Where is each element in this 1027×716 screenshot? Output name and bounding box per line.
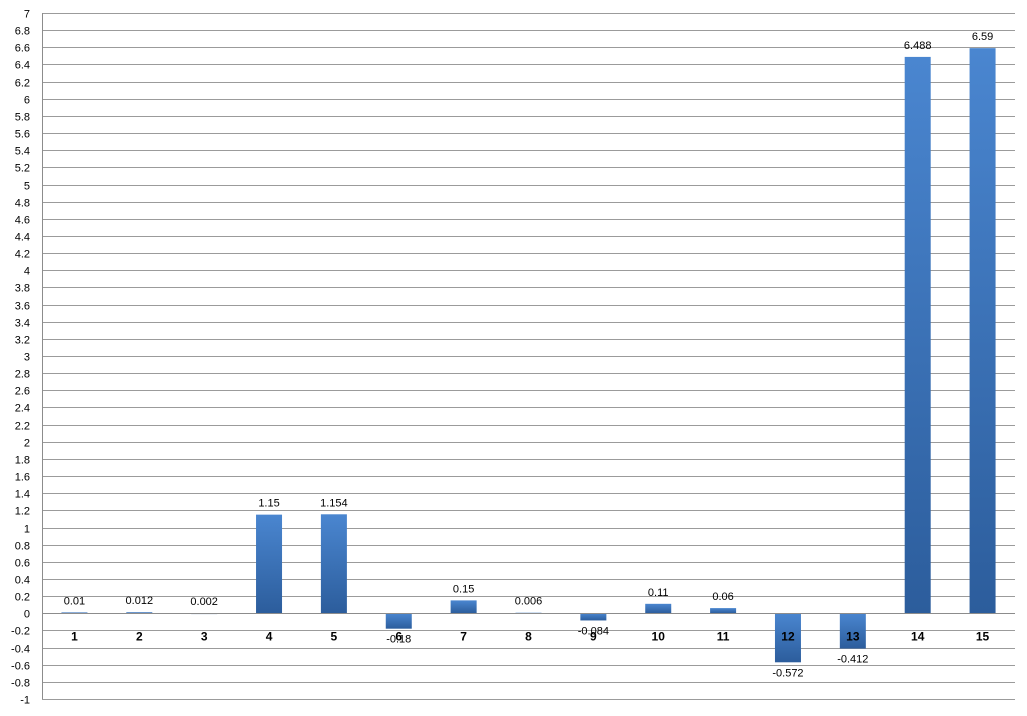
y-tick-label: 1.2: [15, 506, 30, 518]
bar: [904, 56, 931, 614]
y-tick-label: 6.6: [15, 43, 30, 55]
data-label: 0.006: [515, 596, 543, 608]
y-tick-label: 0.2: [15, 592, 30, 604]
data-label: 0.06: [712, 591, 733, 603]
y-tick-label: 4.4: [15, 232, 30, 244]
y-tick-label: 2.4: [15, 403, 30, 415]
axes: [42, 13, 1015, 699]
y-tick-label: 1: [24, 524, 30, 536]
y-tick-label: 4.8: [15, 198, 30, 210]
bar: [839, 613, 866, 649]
bar: [320, 514, 347, 614]
x-tick-label: 8: [525, 629, 532, 643]
y-tick-label: 5: [24, 181, 30, 193]
x-tick-label: 14: [911, 629, 925, 643]
y-tick-label: 5.8: [15, 112, 30, 124]
data-label: -0.572: [772, 667, 803, 679]
y-tick-label: 0.8: [15, 541, 30, 553]
y-tick-label: 2.6: [15, 386, 30, 398]
y-tick-label: 3.6: [15, 301, 30, 313]
x-tick-label: 1: [71, 629, 78, 643]
y-axis-ticks: -1 -0.8 -0.6 -0.4 -0.2 0 0.2 0.4 0.6 0.8 1 1.2 1.4 1.…: [11, 9, 30, 707]
bar: [450, 600, 477, 614]
y-tick-label: 3.2: [15, 335, 30, 347]
bar: [126, 612, 153, 614]
y-tick-label: 3: [24, 352, 30, 364]
data-labels: 0.01 0.012 0.002 1.15 1.154 -0.18 0.15 0.006 -0.…: [64, 31, 994, 679]
x-tick-label: 5: [331, 629, 338, 643]
x-tick-label: 10: [652, 629, 666, 643]
y-tick-label: 6: [24, 95, 30, 107]
data-label: 0.15: [453, 583, 474, 595]
y-tick-label: 1.6: [15, 472, 30, 484]
x-tick-label: 3: [201, 629, 208, 643]
y-tick-label: -0.2: [11, 626, 30, 638]
bar: [645, 603, 672, 614]
bar: [385, 613, 412, 629]
bar: [256, 514, 283, 614]
y-tick-label: 2.2: [15, 421, 30, 433]
y-tick-label: 2.8: [15, 369, 30, 381]
x-axis-ticks: 1 2 3 4 5 6 7 8 9 10 11 12 13 14 15: [71, 629, 989, 643]
y-tick-label: 4.6: [15, 215, 30, 227]
x-tick-label: 4: [266, 629, 273, 643]
y-tick-label: -1: [20, 695, 30, 707]
bar: [61, 612, 88, 614]
x-tick-label: 11: [717, 629, 730, 643]
y-tick-label: 4.2: [15, 249, 30, 261]
y-tick-label: 2: [24, 438, 30, 450]
y-tick-label: -0.8: [11, 678, 30, 690]
bars: [61, 48, 996, 663]
y-tick-label: 6.2: [15, 78, 30, 90]
bar: [969, 48, 996, 614]
x-tick-label: 2: [136, 629, 143, 643]
data-label: 6.488: [904, 40, 932, 52]
y-tick-label: 5.6: [15, 129, 30, 141]
y-tick-label: 4: [24, 266, 30, 278]
y-tick-label: 7: [24, 9, 30, 21]
y-tick-label: 0: [24, 609, 30, 621]
y-tick-label: 1.4: [15, 489, 30, 501]
x-tick-label: 9: [590, 629, 597, 643]
y-tick-label: 3.8: [15, 283, 30, 295]
data-label: 6.59: [972, 31, 993, 43]
data-label: 0.01: [64, 595, 85, 607]
x-tick-label: 15: [976, 629, 990, 643]
x-tick-label: 6: [395, 629, 402, 643]
y-tick-label: 0.4: [15, 575, 30, 587]
x-tick-label: 12: [781, 629, 795, 643]
data-label: -0.18: [386, 634, 411, 646]
y-tick-label: -0.4: [11, 644, 30, 656]
y-tick-label: -0.6: [11, 661, 30, 673]
data-label: -0.412: [837, 654, 868, 666]
x-tick-label: 13: [846, 629, 860, 643]
data-label: 0.012: [126, 595, 154, 607]
data-label: 1.15: [258, 498, 279, 510]
y-tick-label: 1.8: [15, 455, 30, 467]
bar: [580, 613, 607, 621]
y-tick-label: 0.6: [15, 558, 30, 570]
y-tick-label: 6.8: [15, 26, 30, 38]
data-label: 0.11: [648, 587, 669, 599]
bar: [774, 613, 801, 663]
x-tick-label: 7: [460, 629, 467, 643]
data-label: 0.002: [190, 596, 218, 608]
y-tick-label: 6.4: [15, 60, 30, 72]
bar: [710, 608, 737, 614]
y-tick-label: 3.4: [15, 318, 30, 330]
y-tick-label: 5.4: [15, 146, 30, 158]
y-tick-label: 5.2: [15, 163, 30, 175]
data-label: 1.154: [320, 497, 348, 509]
data-label: -0.084: [578, 625, 609, 637]
